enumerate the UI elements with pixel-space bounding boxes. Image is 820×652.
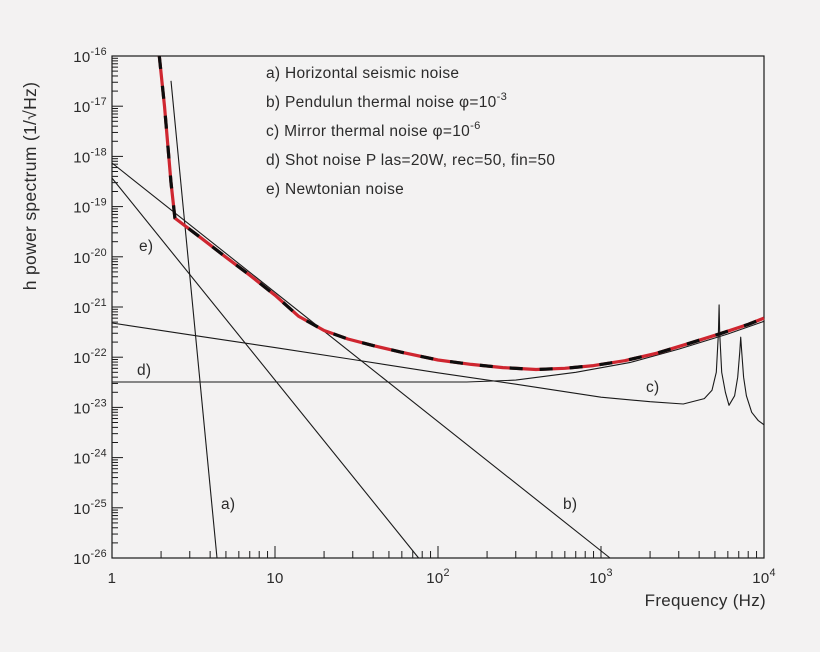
curve-horizontal-seismic-noise: [170, 80, 218, 559]
legend-line: a) Horizontal seismic noise: [266, 65, 459, 82]
curve-newtonian-noise: [111, 177, 420, 559]
y-axis-title: h power spectrum (1/√Hz): [20, 82, 40, 290]
legend-line: c) Mirror thermal noise φ=10-6: [266, 120, 481, 140]
y-tick-label: 10-16: [73, 46, 107, 66]
y-tick-label: 10-24: [73, 448, 107, 468]
y-tick-label: 10-17: [73, 96, 107, 116]
y-tick-label: 10-20: [73, 247, 107, 267]
curve-label-a: a): [221, 496, 235, 513]
curve-shot-noise: [112, 320, 765, 383]
x-axis-title: Frequency (Hz): [645, 591, 766, 610]
curve-label-c: c): [646, 379, 660, 396]
y-tick-label: 10-18: [73, 146, 107, 166]
legend-line: b) Pendulun thermal noise φ=10-3: [266, 91, 507, 111]
x-axis-ticks: [111, 546, 765, 558]
x-tick-label: 102: [426, 567, 450, 587]
y-tick-label: 10-23: [73, 397, 107, 417]
x-tick-label: 1: [108, 570, 117, 587]
y-tick-label: 10-21: [73, 297, 107, 317]
y-axis-ticks: [112, 55, 123, 559]
x-tick-label: 103: [589, 567, 613, 587]
y-tick-label: 10-26: [73, 548, 107, 568]
legend-line: e) Newtonian noise: [266, 181, 404, 198]
y-tick-label: 10-25: [73, 498, 107, 518]
curve-label-e: e): [139, 238, 153, 255]
x-tick-label: 104: [752, 567, 776, 587]
curve-label-d: d): [137, 362, 151, 379]
y-tick-label: 10-22: [73, 347, 107, 367]
x-tick-label: 10: [266, 570, 283, 587]
curve-mirror-thermal-noise: [111, 304, 765, 426]
curve-total-dashes: [157, 55, 765, 372]
y-tick-label: 10-19: [73, 197, 107, 217]
curve-label-b: b): [563, 496, 577, 513]
legend-line: d) Shot noise P las=20W, rec=50, fin=50: [266, 152, 555, 169]
